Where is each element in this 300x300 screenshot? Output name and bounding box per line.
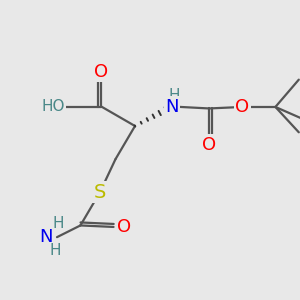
Text: H: H xyxy=(169,88,180,103)
Text: H: H xyxy=(53,216,64,231)
Text: O: O xyxy=(235,98,249,116)
Text: N: N xyxy=(165,98,179,116)
Text: O: O xyxy=(202,136,216,154)
Text: S: S xyxy=(94,183,106,202)
Text: HO: HO xyxy=(41,99,64,114)
Text: H: H xyxy=(50,243,61,258)
Text: N: N xyxy=(39,228,52,246)
Text: O: O xyxy=(117,218,131,236)
Text: O: O xyxy=(94,63,108,81)
